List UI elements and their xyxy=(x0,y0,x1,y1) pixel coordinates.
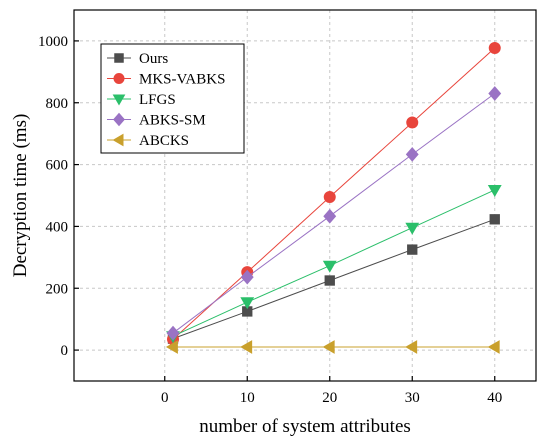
y-axis-label: Decryption time (ms) xyxy=(10,114,31,278)
series-lfgs xyxy=(166,185,502,344)
data-point-abcks xyxy=(240,340,253,354)
plot-frame xyxy=(73,9,537,382)
series-abks-sm xyxy=(166,86,502,341)
legend-entry-ours: Ours xyxy=(107,51,168,67)
data-point-ours xyxy=(489,214,500,225)
data-point-abks-sm xyxy=(323,208,337,224)
legend-entry-abcks: ABCKS xyxy=(107,133,189,149)
data-point-abcks xyxy=(405,340,418,354)
y-tick-label: 1000 xyxy=(38,34,68,50)
y-tick-label: 600 xyxy=(46,158,69,174)
data-point-mks-vabks xyxy=(406,116,419,129)
data-point-mks-vabks xyxy=(488,42,501,55)
data-point-abks-sm xyxy=(166,325,180,341)
data-point-abks-sm xyxy=(240,269,254,285)
series-ours xyxy=(167,214,500,344)
x-tick-label: 20 xyxy=(322,390,337,406)
legend-marker xyxy=(112,133,124,147)
y-tick-label: 400 xyxy=(46,219,69,235)
legend-marker xyxy=(113,73,125,84)
y-tick-label: 200 xyxy=(46,281,69,297)
legend-entry-lfgs: LFGS xyxy=(107,92,176,108)
legend-entry-abks-sm: ABKS-SM xyxy=(107,113,206,129)
data-point-lfgs xyxy=(487,185,502,197)
legend: Ours MKS-VABKS LFGS ABKS-SM ABCKS xyxy=(100,43,245,154)
legend-entry-mks-vabks: MKS-VABKS xyxy=(107,72,225,88)
y-tick-label: 0 xyxy=(61,343,69,359)
x-tick-label: 40 xyxy=(487,390,502,406)
data-point-abcks xyxy=(487,340,500,354)
data-point-abks-sm xyxy=(488,86,502,101)
y-tick-label: 800 xyxy=(46,96,69,112)
data-point-ours xyxy=(407,244,418,255)
data-point-ours xyxy=(324,275,335,286)
x-tick-label: 0 xyxy=(161,390,169,406)
legend-marker xyxy=(113,112,125,127)
legend-marker xyxy=(114,53,124,63)
x-tick-label: 10 xyxy=(240,390,255,406)
x-axis-label: number of system attributes xyxy=(199,416,411,437)
legend-label: MKS-VABKS xyxy=(139,72,225,88)
data-point-lfgs xyxy=(405,222,420,235)
series-layer xyxy=(165,42,502,354)
legend-marker xyxy=(112,94,126,106)
series-abcks xyxy=(165,340,500,354)
data-point-lfgs xyxy=(240,297,255,310)
legend-label: ABKS-SM xyxy=(139,113,206,129)
data-point-mks-vabks xyxy=(323,191,336,204)
legend-label: LFGS xyxy=(139,92,176,108)
legend-label: Ours xyxy=(139,51,168,67)
data-point-abcks xyxy=(165,340,178,354)
data-point-lfgs xyxy=(322,260,337,273)
grid xyxy=(74,10,536,381)
data-point-abks-sm xyxy=(405,147,419,162)
x-tick-label: 30 xyxy=(405,390,420,406)
legend-label: ABCKS xyxy=(139,133,189,149)
data-point-abcks xyxy=(322,340,335,354)
